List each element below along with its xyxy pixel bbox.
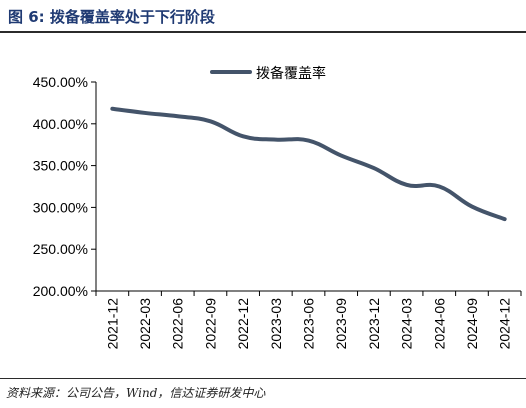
data-point bbox=[110, 107, 114, 111]
x-tick-label: 2022-09 bbox=[202, 298, 218, 350]
figure-title: 图 6: 拨备覆盖率处于下行阶段 bbox=[8, 8, 215, 26]
y-tick-label: 450.00% bbox=[33, 74, 88, 90]
x-tick-label: 2023-09 bbox=[333, 298, 349, 350]
data-point bbox=[176, 114, 180, 118]
data-point bbox=[372, 166, 376, 170]
x-tick-labels: 2021-12 2022-03 2022-06 2022-09 2022-12 2023-… bbox=[95, 291, 522, 350]
y-tick-label: 400.00% bbox=[33, 116, 88, 132]
x-tick-label: 2024-03 bbox=[399, 298, 415, 350]
data-point bbox=[307, 139, 310, 143]
data-point bbox=[274, 138, 278, 142]
data-point bbox=[437, 185, 441, 188]
x-tick-label: 2021-12 bbox=[104, 298, 120, 350]
data-point bbox=[241, 134, 245, 138]
y-tick-label: 350.00% bbox=[33, 158, 88, 174]
data-point bbox=[470, 205, 474, 209]
x-tick-label: 2022-12 bbox=[235, 298, 251, 350]
x-axis: 2021-12 2022-03 2022-06 2022-09 2022-12 2023-… bbox=[95, 290, 522, 350]
series bbox=[110, 106, 507, 222]
legend: 拨备覆盖率 bbox=[210, 65, 326, 82]
x-tick-label: 2023-03 bbox=[268, 298, 284, 350]
x-tick-label: 2024-09 bbox=[464, 298, 480, 350]
data-point bbox=[339, 154, 343, 158]
series-line bbox=[110, 106, 507, 222]
y-tick-label: 200.00% bbox=[33, 283, 88, 299]
x-tick-label: 2024-12 bbox=[497, 298, 513, 350]
y-tick-labels: 200.00% 250.00% 300.00% 350.00% 400.00% 450.0… bbox=[33, 74, 96, 299]
x-tick-label: 2023-06 bbox=[301, 298, 317, 350]
y-tick-label: 300.00% bbox=[33, 199, 88, 215]
line-chart: 200.00% 250.00% 300.00% 350.00% 400.00% 450.0… bbox=[33, 65, 522, 350]
data-point bbox=[208, 119, 212, 123]
data-point bbox=[143, 111, 147, 115]
data-point bbox=[503, 217, 507, 221]
x-tick-label: 2023-12 bbox=[366, 298, 382, 350]
x-tick-label: 2022-03 bbox=[137, 298, 153, 350]
x-tick-label: 2022-06 bbox=[170, 298, 186, 350]
y-axis: 200.00% 250.00% 300.00% 350.00% 400.00% 450.0… bbox=[33, 74, 97, 299]
title-divider bbox=[0, 31, 526, 33]
source-note: 资料来源：公司公告，Wind，信达证券研发中心 bbox=[6, 386, 266, 400]
x-tick-label: 2024-06 bbox=[431, 298, 447, 350]
legend-label: 拨备覆盖率 bbox=[256, 65, 326, 82]
y-tick-label: 250.00% bbox=[33, 241, 88, 257]
data-point bbox=[405, 183, 409, 187]
source-divider bbox=[0, 378, 526, 379]
